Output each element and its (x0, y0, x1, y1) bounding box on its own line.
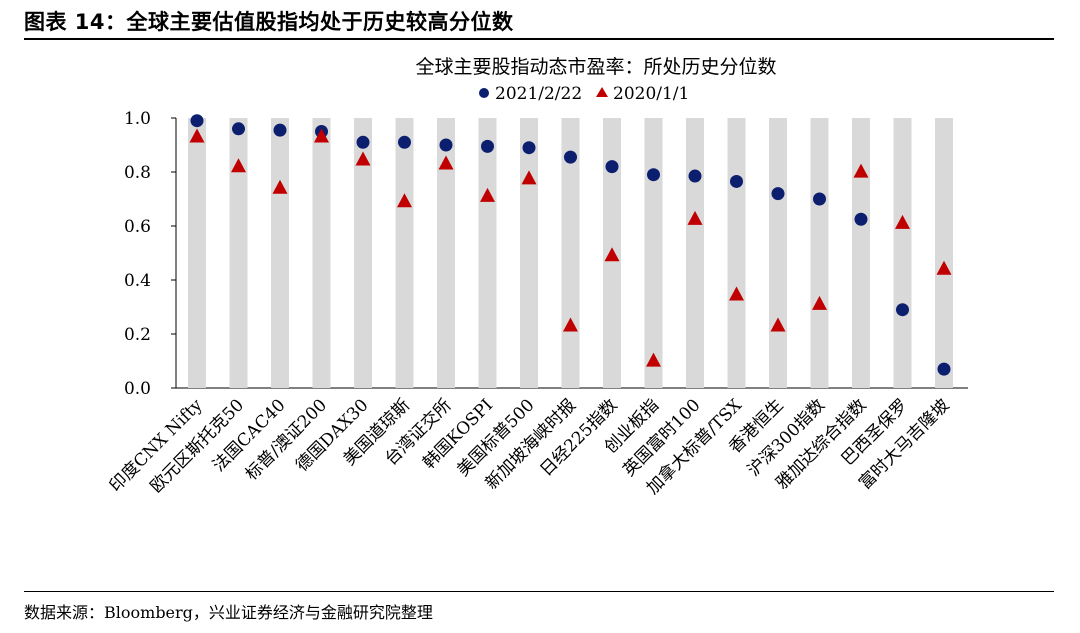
point-2021-2-22 (854, 212, 868, 226)
point-2021-2-22 (439, 138, 453, 152)
point-2020-1-1 (397, 193, 412, 208)
point-2020-1-1 (355, 151, 371, 166)
point-2021-2-22 (564, 150, 577, 164)
y-tick-label: 0.6 (124, 217, 151, 237)
point-2020-1-1 (770, 317, 786, 332)
point-2021-2-22 (937, 362, 951, 376)
background-bar (395, 118, 414, 388)
background-bar (561, 118, 580, 388)
point-2020-1-1 (480, 187, 495, 202)
point-2021-2-22 (522, 141, 536, 155)
background-bar (437, 118, 455, 388)
point-2020-1-1 (936, 260, 952, 275)
background-bar (229, 118, 248, 388)
point-2021-2-22 (730, 174, 743, 188)
point-2021-2-22 (688, 169, 702, 183)
background-bar (686, 118, 704, 388)
point-2020-1-1 (604, 247, 620, 262)
y-tick-label: 0.0 (124, 379, 151, 399)
bottom-rule (24, 591, 1054, 592)
background-bar (478, 118, 497, 388)
point-2020-1-1 (646, 352, 661, 367)
y-axis: 0.0 0.2 0.4 0.6 0.8 1.0 (124, 109, 968, 399)
point-2021-2-22 (398, 135, 411, 149)
percentile-chart: 全球主要股指动态市盈率：所处历史分位数 2021/2/22 2020/1/1 0.… (106, 56, 968, 499)
background-bars (188, 118, 953, 388)
legend: 2021/2/22 2020/1/1 (479, 84, 689, 104)
point-2020-1-1 (189, 128, 205, 143)
background-bar (893, 118, 912, 388)
background-bar (852, 118, 870, 388)
point-2020-1-1 (438, 155, 454, 170)
point-2020-1-1 (272, 179, 288, 194)
background-bar (520, 118, 538, 388)
legend-marker-triangle (596, 87, 608, 97)
chart-title: 全球主要股指动态市盈率：所处历史分位数 (415, 56, 776, 78)
data-marks (189, 114, 952, 376)
point-2020-1-1 (729, 286, 744, 301)
background-bar (935, 118, 953, 388)
point-2020-1-1 (314, 128, 329, 143)
y-tick-label: 0.8 (124, 163, 151, 183)
y-tick-label: 0.2 (124, 325, 151, 345)
legend-marker-circle (479, 88, 489, 98)
background-bar (188, 118, 206, 388)
point-2021-2-22 (190, 114, 204, 128)
top-rule (24, 38, 1054, 40)
background-bar (644, 118, 663, 388)
background-bar (810, 118, 829, 388)
point-2021-2-22 (356, 135, 370, 149)
point-2020-1-1 (563, 317, 578, 332)
background-bar (769, 118, 787, 388)
point-2021-2-22 (813, 192, 826, 206)
point-2020-1-1 (812, 295, 827, 310)
background-bar (354, 118, 372, 388)
background-bar (271, 118, 289, 388)
legend-label: 2021/2/22 (495, 84, 582, 104)
x-axis-labels: 印度CNX Nifty欧元区斯托克50法国CAC40标普/澳证200德国DAX3… (106, 394, 954, 498)
point-2020-1-1 (687, 210, 703, 225)
point-2020-1-1 (521, 170, 537, 185)
point-2021-2-22 (232, 122, 245, 136)
point-2021-2-22 (481, 139, 494, 153)
point-2021-2-22 (273, 123, 287, 137)
background-bar (312, 118, 331, 388)
legend-label: 2020/1/1 (613, 84, 689, 104)
point-2021-2-22 (771, 187, 785, 201)
figure-title: 图表 14：全球主要估值股指均处于历史较高分位数 (24, 10, 514, 34)
y-tick-label: 1.0 (124, 109, 151, 129)
point-2021-2-22 (896, 303, 909, 317)
point-2020-1-1 (895, 214, 910, 229)
source-note: 数据来源：Bloomberg，兴业证券经济与金融研究院整理 (24, 603, 433, 622)
point-2021-2-22 (647, 168, 660, 182)
point-2020-1-1 (853, 163, 869, 178)
y-tick-label: 0.4 (124, 271, 151, 291)
point-2021-2-22 (605, 160, 619, 174)
background-bar (727, 118, 746, 388)
point-2020-1-1 (231, 158, 246, 173)
